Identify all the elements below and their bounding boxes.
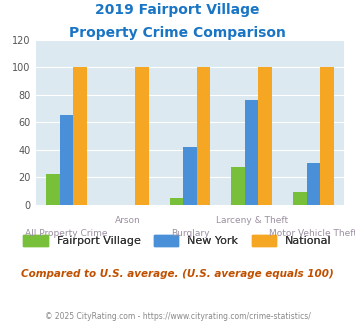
Bar [46,174,60,205]
Text: Arson: Arson [115,216,141,225]
Text: Property Crime Comparison: Property Crime Comparison [69,26,286,40]
Bar [135,67,148,205]
Text: 2019 Fairport Village: 2019 Fairport Village [95,3,260,17]
Legend: Fairport Village, New York, National: Fairport Village, New York, National [19,231,336,251]
Text: © 2025 CityRating.com - https://www.cityrating.com/crime-statistics/: © 2025 CityRating.com - https://www.city… [45,312,310,321]
Text: Motor Vehicle Theft: Motor Vehicle Theft [269,229,355,238]
Text: Larceny & Theft: Larceny & Theft [215,216,288,225]
Bar [183,147,197,205]
Bar [320,67,334,205]
Bar [73,67,87,205]
Bar [231,168,245,205]
Bar [293,192,307,205]
Text: Burglary: Burglary [171,229,209,238]
Bar [170,198,183,205]
Bar [307,163,320,205]
Bar [258,67,272,205]
Bar [60,115,73,205]
Text: All Property Crime: All Property Crime [25,229,108,238]
Bar [197,67,210,205]
Bar [245,100,258,205]
Text: Compared to U.S. average. (U.S. average equals 100): Compared to U.S. average. (U.S. average … [21,269,334,279]
